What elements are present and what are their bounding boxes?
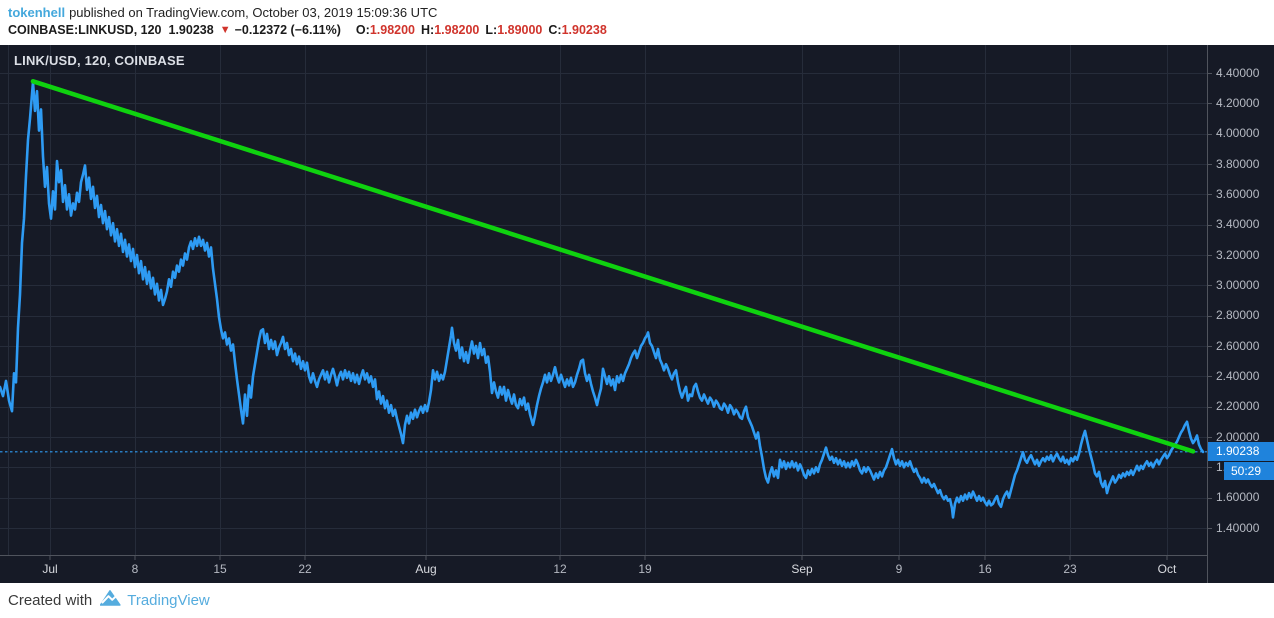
time-tick-label: 23 bbox=[1063, 562, 1077, 576]
price-axis[interactable]: 1.90238 50:29 4.40000 4.20000 4.00000 3.800… bbox=[1207, 45, 1274, 583]
time-tick-mark bbox=[644, 556, 646, 560]
down-arrow-icon: ▼ bbox=[219, 24, 231, 36]
price-tick-mark bbox=[1208, 407, 1212, 408]
price-tick-label: 1.60000 bbox=[1216, 490, 1260, 504]
price-tick-label: 3.40000 bbox=[1216, 217, 1260, 231]
price-tick-mark bbox=[1208, 316, 1212, 317]
time-tick-mark bbox=[219, 556, 221, 560]
chart: LINK/USD, 120, COINBASE 1.90238 50:29 4.… bbox=[0, 45, 1274, 583]
chart-legend: LINK/USD, 120, COINBASE bbox=[14, 53, 185, 68]
time-tick-mark bbox=[898, 556, 900, 560]
time-tick-mark bbox=[134, 556, 136, 560]
price-tick-label: 4.40000 bbox=[1216, 66, 1260, 80]
price-series-line bbox=[0, 80, 1205, 519]
trendline bbox=[30, 79, 1196, 454]
time-tick-label: Aug bbox=[415, 562, 437, 576]
time-tick-mark bbox=[49, 556, 51, 560]
price-change: −0.12372 (−6.11%) bbox=[234, 23, 341, 37]
time-tick-mark bbox=[801, 556, 803, 560]
price-tick-label: 4.20000 bbox=[1216, 96, 1260, 110]
created-with-text: Created with bbox=[8, 592, 93, 609]
time-tick-label: 22 bbox=[298, 562, 312, 576]
close-value: 1.90238 bbox=[561, 23, 607, 37]
open-label: O: bbox=[355, 23, 370, 37]
price-tick-mark bbox=[1208, 73, 1212, 74]
price-tick-mark bbox=[1208, 134, 1212, 135]
high-label: H: bbox=[421, 23, 435, 37]
time-tick-label: 12 bbox=[553, 562, 567, 576]
price-tick-label: 2.40000 bbox=[1216, 369, 1260, 383]
author-link[interactable]: tokenhell bbox=[8, 5, 66, 20]
open-value: 1.98200 bbox=[369, 23, 415, 37]
time-tick-mark bbox=[559, 556, 561, 560]
tradingview-logo-icon bbox=[100, 590, 122, 611]
price-tick-mark bbox=[1208, 498, 1212, 499]
publish-header: tokenhell published on TradingView.com, O… bbox=[0, 0, 1274, 45]
price-tick-mark bbox=[1208, 467, 1212, 468]
price-tick-mark bbox=[1208, 437, 1212, 438]
price-tick-mark bbox=[1208, 346, 1212, 347]
price-tick-label: 2.00000 bbox=[1216, 430, 1260, 444]
low-label: L: bbox=[485, 23, 498, 37]
time-tick-label: 19 bbox=[638, 562, 652, 576]
attribution-footer: Created with TradingView bbox=[0, 583, 1274, 618]
last-price-label: 1.90238 bbox=[1208, 442, 1274, 461]
time-tick-label: 16 bbox=[978, 562, 992, 576]
price-tick-mark bbox=[1208, 255, 1212, 256]
time-tick-label: 9 bbox=[895, 562, 903, 576]
price-tick-label: 2.80000 bbox=[1216, 308, 1260, 322]
price-tick-label: 3.80000 bbox=[1216, 157, 1260, 171]
price-tick-mark bbox=[1208, 376, 1212, 377]
price-tick-mark bbox=[1208, 103, 1212, 104]
close-label: C: bbox=[548, 23, 562, 37]
low-value: 1.89000 bbox=[497, 23, 543, 37]
price-tick-mark bbox=[1208, 194, 1212, 195]
price-tick-mark bbox=[1208, 285, 1212, 286]
symbol-info-line: COINBASE:LINKUSD, 120 1.90238 ▼ −0.12372 (−… bbox=[8, 23, 607, 37]
time-tick-mark bbox=[304, 556, 306, 560]
time-tick-label: Sep bbox=[791, 562, 813, 576]
time-axis[interactable]: Jul 8 15 22 Aug 12 19 Sep 9 16 23 Oct bbox=[0, 555, 1274, 583]
price-tick-mark bbox=[1208, 164, 1212, 165]
price-tick-mark bbox=[1208, 528, 1212, 529]
time-tick-mark bbox=[984, 556, 986, 560]
high-value: 1.98200 bbox=[434, 23, 480, 37]
chart-plot[interactable]: LINK/USD, 120, COINBASE bbox=[0, 45, 1207, 555]
price-chart-canvas[interactable] bbox=[0, 45, 1207, 555]
header-last-price: 1.90238 bbox=[168, 23, 214, 37]
price-tick-label: 4.00000 bbox=[1216, 126, 1260, 140]
symbol-title: COINBASE:LINKUSD, 120 bbox=[8, 23, 162, 37]
time-tick-label: 15 bbox=[213, 562, 227, 576]
countdown-badge: 50:29 bbox=[1224, 462, 1274, 480]
price-tick-label: 3.20000 bbox=[1216, 248, 1260, 262]
published-text: published on TradingView.com, October 03… bbox=[69, 5, 438, 20]
time-tick-mark bbox=[425, 556, 427, 560]
time-tick-mark bbox=[1069, 556, 1071, 560]
price-tick-label: 3.00000 bbox=[1216, 278, 1260, 292]
tradingview-brand-link[interactable]: TradingView bbox=[127, 592, 210, 609]
price-tick-label: 2.60000 bbox=[1216, 339, 1260, 353]
time-tick-label: 8 bbox=[131, 562, 139, 576]
time-tick-label: Jul bbox=[42, 562, 58, 576]
price-tick-label: 2.20000 bbox=[1216, 399, 1260, 413]
time-tick-label: Oct bbox=[1157, 562, 1177, 576]
price-tick-label: 1.40000 bbox=[1216, 521, 1260, 535]
price-tick-label: 3.60000 bbox=[1216, 187, 1260, 201]
price-tick-mark bbox=[1208, 225, 1212, 226]
publish-info-line: tokenhell published on TradingView.com, O… bbox=[8, 5, 437, 20]
time-tick-mark bbox=[1166, 556, 1168, 560]
